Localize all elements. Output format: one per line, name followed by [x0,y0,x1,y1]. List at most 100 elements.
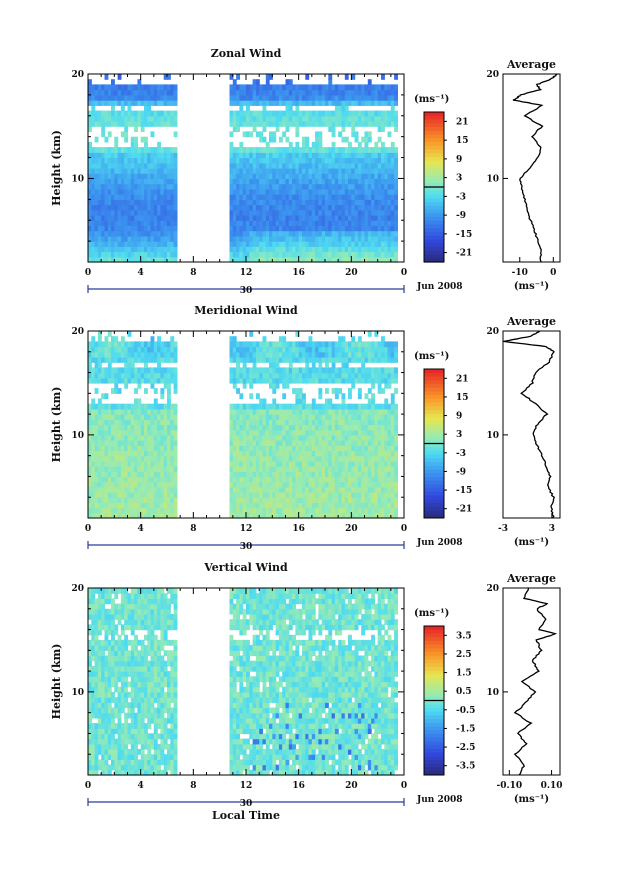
heatmap-cell [97,419,102,426]
heatmap-cell [153,455,158,462]
heatmap-cell [315,194,319,200]
heatmap-cell [101,230,106,237]
heatmap-cell [167,199,171,206]
heatmap-cell [259,351,264,358]
heatmap-cell [120,445,125,452]
heatmap-cell [255,497,260,503]
heatmap-cell [374,434,379,441]
heatmap-cell [107,492,112,498]
heatmap-cell [160,199,165,206]
heatmap-cell [173,492,178,498]
heatmap-cell [328,188,333,195]
heatmap-cell [351,126,356,132]
heatmap-cell [344,89,349,96]
heatmap-cell [390,188,395,195]
heatmap-cell [114,481,119,488]
heatmap-cell [137,429,142,436]
heatmap-cell [265,251,270,258]
heatmap-cell [321,84,326,91]
heatmap-cell [308,336,313,342]
heatmap-cell [153,450,158,457]
heatmap-cell [101,455,106,462]
heatmap-cell [262,235,267,242]
heatmap-cell [325,147,329,153]
heatmap-cell [344,346,349,353]
heatmap-cell [157,84,161,91]
heatmap-cell [272,235,277,242]
heatmap-cell [384,497,389,503]
heatmap-cell [282,476,287,483]
heatmap-cell [127,429,132,436]
heatmap-cell [124,471,129,478]
heatmap-cell [107,351,112,358]
heatmap-cell [302,502,306,509]
heatmap-cell [377,246,382,253]
heatmap-cell [381,497,385,503]
heatmap-cell [160,152,165,159]
heatmap-cell [130,357,135,363]
heatmap-cell [381,115,385,122]
heatmap-cell [325,121,329,127]
heatmap-cell [147,419,152,426]
heatmap-cell [354,194,359,200]
heatmap-cell [242,502,247,509]
heatmap-cell [390,497,395,503]
heatmap-cell [163,434,168,441]
heatmap-cell [107,110,112,117]
heatmap-cell [275,220,280,226]
heatmap-cell [94,256,99,263]
heatmap-cell [318,230,323,237]
heatmap-cell [321,346,326,353]
heatmap-cell [153,434,158,441]
heatmap-cell [259,471,264,478]
heatmap-cell [354,89,359,96]
heatmap-cell [381,336,385,342]
heatmap-cell [150,336,155,342]
heatmap-cell [361,502,366,509]
heatmap-cell [364,162,369,169]
heatmap-cell [344,362,349,368]
heatmap-cell [371,403,375,410]
heatmap-cell [354,466,359,472]
heatmap-cell [269,209,273,216]
heatmap-cell [144,512,148,519]
heatmap-cell [130,89,135,96]
heatmap-cell [107,157,112,164]
heatmap-cell [236,492,240,498]
heatmap-cell [94,168,99,174]
heatmap-cell [318,450,323,457]
heatmap-cell [364,246,369,253]
heatmap-cell [111,194,115,200]
heatmap-cell [246,372,250,379]
heatmap-cell [97,188,102,195]
heatmap-cell [334,492,339,498]
heatmap-cell [97,429,102,436]
heatmap-cell [384,204,389,211]
heatmap-cell [88,173,92,179]
heatmap-cell [104,173,109,179]
heatmap-cell [94,215,99,221]
x-tick-label: 12 [240,524,253,534]
heatmap-cell [341,393,346,400]
heatmap-cell [97,341,102,348]
heatmap-cell [305,341,310,348]
heatmap-cell [288,141,293,148]
heatmap-cell [170,157,175,164]
heatmap-cell [331,168,336,174]
heatmap-cell [160,429,165,436]
heatmap-cell [325,183,329,190]
heatmap-cell [354,408,359,415]
heatmap-cell [173,94,178,101]
heatmap-cell [130,351,135,358]
heatmap-cell [302,209,306,216]
heatmap-cell [239,225,244,232]
heatmap-cell [331,121,336,127]
heatmap-cell [302,408,306,415]
heatmap-cell [338,235,343,242]
heatmap-cell [298,492,303,498]
heatmap-cell [107,331,112,337]
heatmap-cell [305,481,310,488]
heatmap-cell [134,497,138,503]
heatmap-cell [167,419,171,426]
